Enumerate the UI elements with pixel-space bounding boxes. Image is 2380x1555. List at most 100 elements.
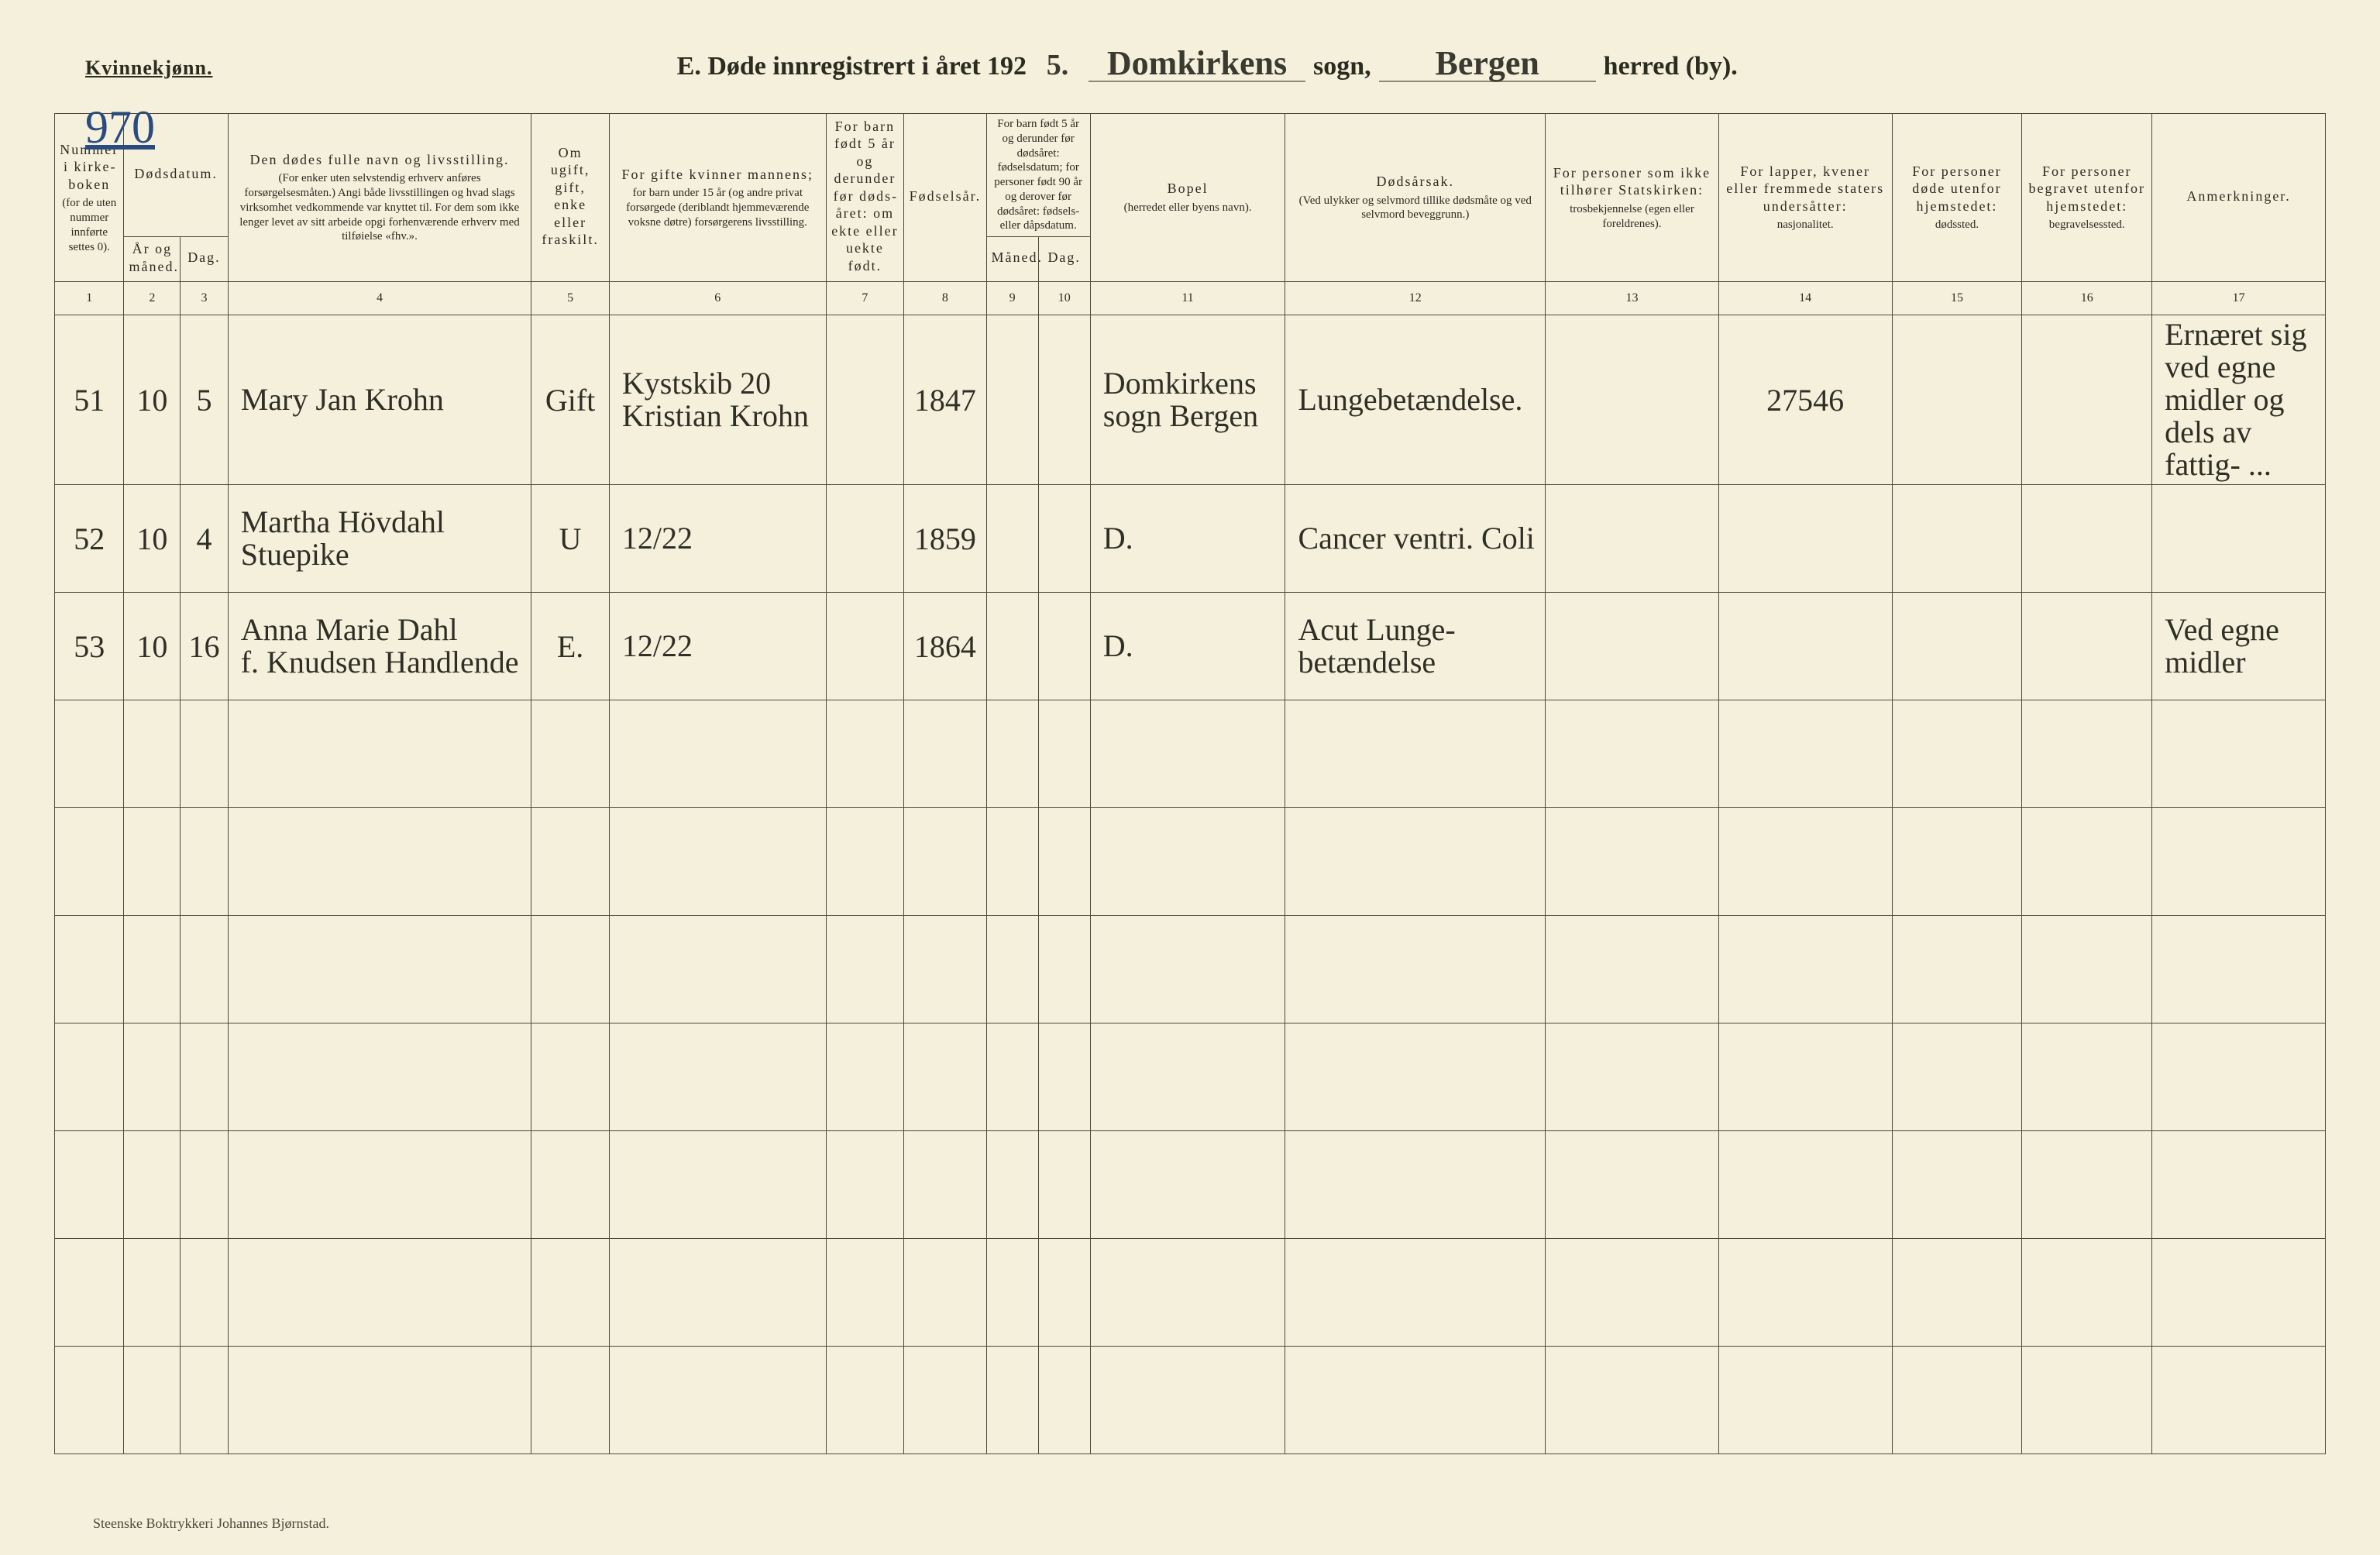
empty-cell: [124, 916, 181, 1023]
colnum: 13: [1546, 282, 1719, 315]
empty-cell: [904, 1347, 986, 1454]
empty-cell: [55, 700, 124, 808]
cell-dag: 5: [181, 315, 229, 485]
col-header-residence: Bopel (herredet eller byens navn).: [1090, 114, 1285, 282]
empty-cell: [1892, 808, 2022, 916]
empty-cell: [904, 700, 986, 808]
empty-cell: [1546, 1239, 1719, 1347]
empty-cell: [2152, 1239, 2326, 1347]
colnum: 6: [609, 282, 826, 315]
empty-cell: [1090, 808, 1285, 916]
colnum: 1: [55, 282, 124, 315]
empty-cell: [1285, 700, 1546, 808]
empty-cell: [531, 1347, 610, 1454]
cell-maaned: 10: [124, 593, 181, 700]
cell-maaned: 10: [124, 485, 181, 593]
cell-nasj: 27546: [1718, 315, 1892, 485]
colnum: 9: [986, 282, 1038, 315]
cell-faar: 1859: [904, 485, 986, 593]
empty-cell: [228, 700, 531, 808]
empty-cell: [1546, 1131, 1719, 1239]
parish-label: sogn,: [1313, 52, 1371, 81]
empty-cell: [904, 1023, 986, 1131]
col-header-legit: For barn født 5 år og derunder før døds­…: [826, 114, 904, 282]
cell-navn: Anna Marie Dahlf. Knudsen Handlende: [228, 593, 531, 700]
empty-cell: [531, 1131, 610, 1239]
empty-cell: [609, 916, 826, 1023]
empty-cell: [1546, 1347, 1719, 1454]
empty-cell: [1090, 1131, 1285, 1239]
cell-nasj: [1718, 485, 1892, 593]
empty-cell: [826, 1131, 904, 1239]
cell-fdag: [1038, 485, 1090, 593]
empty-cell: [124, 1131, 181, 1239]
cell-aarsak: Acut Lunge­betændelse: [1285, 593, 1546, 700]
empty-cell: [124, 808, 181, 916]
empty-cell: [1546, 700, 1719, 808]
empty-cell: [1090, 1239, 1285, 1347]
cell-anm: Ernæret sig ved egne midler og dels av f…: [2152, 315, 2326, 485]
empty-cell: [609, 1131, 826, 1239]
empty-cell: [1038, 1131, 1090, 1239]
cell-fdag: [1038, 315, 1090, 485]
empty-cell: [124, 1347, 181, 1454]
page-number-script: 970: [85, 101, 155, 154]
cell-anm: Ved egne midler: [2152, 593, 2326, 700]
colnum: 11: [1090, 282, 1285, 315]
empty-cell: [124, 700, 181, 808]
cell-bsted: [2022, 485, 2152, 593]
empty-cell: [1718, 1239, 1892, 1347]
empty-cell: [1546, 916, 1719, 1023]
cell-fmnd: [986, 593, 1038, 700]
empty-cell: [904, 1131, 986, 1239]
empty-cell: [1546, 808, 1719, 916]
cell-stand: E.: [531, 593, 610, 700]
colnum: 15: [1892, 282, 2022, 315]
table-row: 52104Martha HövdahlStuepikeU12/221859D.C…: [55, 485, 2326, 593]
empty-cell: [181, 1347, 229, 1454]
cell-forsorger: 12/22: [609, 593, 826, 700]
empty-cell: [1892, 1239, 2022, 1347]
cell-maaned: 10: [124, 315, 181, 485]
ledger-page: Kvinnekjønn. E. Døde innregistrert i åre…: [0, 0, 2380, 1555]
col-header-death-month: År og måned.: [124, 237, 181, 282]
title-prefix: E. Døde innregistrert i året 192: [677, 52, 1027, 81]
empty-cell: [1718, 916, 1892, 1023]
cell-bsted: [2022, 593, 2152, 700]
table-row-empty: [55, 1239, 2326, 1347]
empty-cell: [181, 1131, 229, 1239]
empty-cell: [986, 1347, 1038, 1454]
colnum: 3: [181, 282, 229, 315]
empty-cell: [55, 808, 124, 916]
printer-imprint: Steenske Boktrykkeri Johannes Bjørnstad.: [93, 1515, 329, 1532]
cell-stand: U: [531, 485, 610, 593]
cell-ekte: [826, 485, 904, 593]
empty-cell: [55, 1347, 124, 1454]
empty-cell: [609, 1239, 826, 1347]
empty-cell: [2152, 1023, 2326, 1131]
column-number-row: 1 2 3 4 5 6 7 8 9 10 11 12 13 14 15 16 1…: [55, 282, 2326, 315]
empty-cell: [1285, 1239, 1546, 1347]
empty-cell: [1285, 916, 1546, 1023]
col-header-nationality: For lapper, kvener eller fremmede stater…: [1718, 114, 1892, 282]
cell-aarsak: Cancer ventri. Coli: [1285, 485, 1546, 593]
empty-cell: [1892, 700, 2022, 808]
empty-cell: [1038, 1239, 1090, 1347]
cell-no: 51: [55, 315, 124, 485]
colnum: 16: [2022, 282, 2152, 315]
empty-cell: [986, 1239, 1038, 1347]
empty-cell: [531, 916, 610, 1023]
col-header-remarks: Anmerkninger.: [2152, 114, 2326, 282]
cell-forsorger: Kystskib 20Kristian Krohn: [609, 315, 826, 485]
empty-cell: [1038, 700, 1090, 808]
empty-cell: [1892, 916, 2022, 1023]
cell-faar: 1864: [904, 593, 986, 700]
cell-dsted: [1892, 485, 2022, 593]
cell-tros: [1546, 315, 1719, 485]
colnum: 14: [1718, 282, 1892, 315]
empty-cell: [2152, 1347, 2326, 1454]
empty-cell: [826, 916, 904, 1023]
colnum: 5: [531, 282, 610, 315]
cell-tros: [1546, 485, 1719, 593]
table-body: 51105Mary Jan KrohnGiftKystskib 20Kristi…: [55, 315, 2326, 1454]
